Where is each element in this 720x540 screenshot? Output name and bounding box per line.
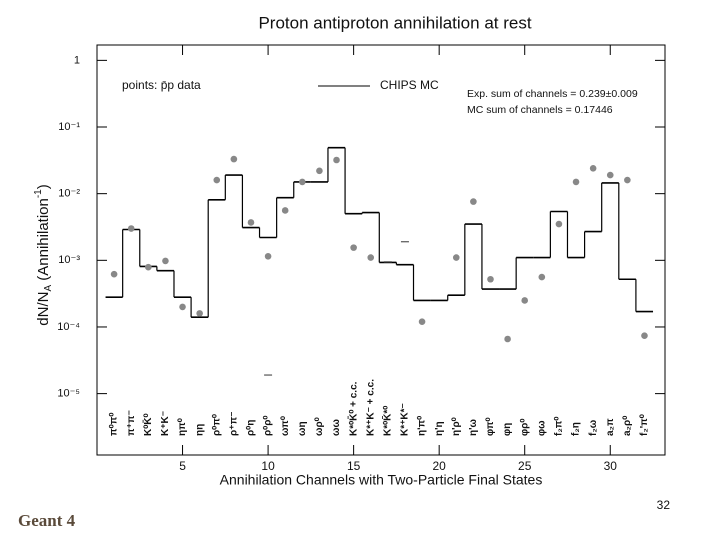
data-point	[213, 176, 221, 184]
channel-label: φρ⁰	[519, 419, 530, 436]
channel-label: K*⁺K*⁻	[400, 403, 411, 436]
data-point	[589, 165, 597, 172]
data-point	[367, 254, 375, 261]
channel-label: φη	[502, 423, 513, 436]
page-number: 32	[657, 498, 671, 512]
y-label-sub: A	[43, 285, 54, 292]
data-point	[470, 198, 477, 205]
channel-label: K*⁰K̄⁰ + c.c.	[347, 381, 359, 436]
x-tick-label: 30	[604, 459, 618, 473]
y-label-rest: (Annihilation	[35, 198, 52, 285]
channel-label: ωω	[331, 419, 342, 436]
data-point	[572, 178, 580, 186]
channel-label: η'ρ⁰	[451, 417, 462, 436]
x-tick-label: 5	[179, 459, 186, 473]
x-axis-label: Annihilation Channels with Two-Particle …	[220, 472, 543, 488]
data-point	[487, 275, 494, 283]
channel-label: ρ⁰ρ⁰	[263, 416, 274, 436]
data-point	[606, 171, 614, 179]
channel-label: π⁰π⁰	[109, 413, 120, 436]
legend-mc-label: CHIPS MC	[380, 78, 439, 92]
data-point	[452, 254, 460, 261]
data-point	[281, 207, 289, 214]
x-tick-label: 10	[261, 459, 275, 473]
channel-label: ωρ⁰	[314, 417, 325, 436]
data-point	[641, 332, 648, 339]
channel-label: a₂ρ⁰	[622, 416, 633, 436]
channel-label: ωη	[297, 421, 308, 436]
channel-label: ρ⁺π⁻	[229, 412, 240, 436]
chart-title: Proton antiproton annihilation at rest	[258, 13, 531, 32]
x-tick-label: 15	[347, 459, 361, 473]
channel-label: π⁺π⁻	[126, 410, 137, 436]
y-tick-label: 10⁻³	[58, 254, 80, 266]
channel-label: f₂ω	[588, 419, 599, 436]
y-tick-label: 10⁻⁴	[57, 321, 80, 333]
channel-label: φω	[536, 420, 547, 436]
channel-label: ρ⁰η	[246, 420, 257, 436]
logo: Geant 4	[18, 511, 76, 530]
channel-label: K*⁰K̄*⁰	[381, 406, 393, 436]
data-point	[127, 225, 135, 232]
channel-label: f₂π⁰	[554, 417, 565, 436]
data-point	[110, 270, 118, 278]
y-tick-label: 10⁻²	[58, 188, 80, 200]
channel-label: a₂π	[605, 418, 616, 436]
data-point	[247, 219, 255, 226]
data-point	[418, 318, 426, 325]
channel-label: K⁺K⁻	[160, 411, 171, 436]
note-mc: MC sum of channels = 0.17446	[467, 104, 613, 116]
note-exp: Exp. sum of channels = 0.239±0.009	[467, 88, 638, 100]
channel-label: f₂η	[571, 422, 582, 436]
channel-label: η'π⁰	[417, 416, 428, 436]
data-point	[350, 244, 357, 251]
y-tick-label: 10⁻⁵	[57, 388, 80, 400]
data-point	[230, 155, 238, 163]
channel-label: f₂'π⁰	[639, 414, 650, 436]
data-point	[504, 335, 511, 343]
data-point	[299, 178, 306, 186]
channel-label: ρ⁰π⁰	[211, 414, 222, 436]
legend-points-label: points: p̄p data	[122, 78, 201, 92]
data-point	[555, 220, 563, 228]
x-tick-label: 25	[518, 459, 532, 473]
channel-label: K*⁺K⁻ + c.c.	[365, 379, 376, 436]
plot-frame	[96, 44, 666, 456]
channel-label: η'ω	[468, 419, 479, 436]
y-label-sup: -1	[33, 189, 44, 198]
data-point	[264, 252, 272, 260]
data-point	[538, 273, 546, 281]
data-point	[179, 303, 186, 311]
channel-label: η'η	[434, 421, 445, 436]
channel-label: ηπ⁰	[177, 418, 188, 436]
y-tick-label: 10⁻¹	[58, 121, 80, 133]
x-tick-label: 20	[432, 459, 446, 473]
channel-label: K⁰K̄⁰	[142, 414, 154, 436]
data-point	[624, 176, 631, 184]
y-tick-label: 1	[74, 54, 80, 66]
data-point	[316, 167, 323, 175]
y-axis-label: dN/NA (Annihilation-1)	[33, 184, 54, 325]
y-label-end: )	[35, 184, 52, 189]
channel-label: ηη	[194, 424, 205, 436]
data-point	[333, 156, 340, 164]
data-point	[521, 297, 529, 304]
y-label-main: dN/N	[35, 292, 52, 326]
data-point	[145, 263, 152, 271]
data-point	[162, 257, 169, 265]
data-point	[196, 310, 203, 317]
channel-label: ωπ⁰	[280, 416, 291, 436]
channel-label: φπ⁰	[485, 417, 496, 436]
